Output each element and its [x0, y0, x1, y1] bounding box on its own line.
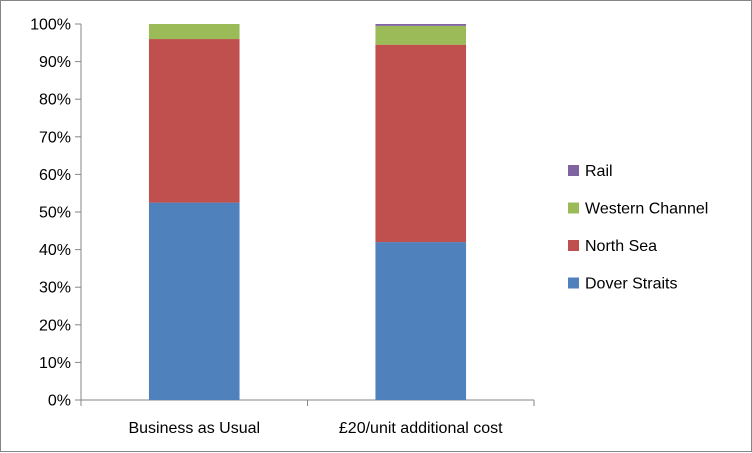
bar-segment-north-sea-0: [148, 39, 240, 203]
x-axis: Business as Usual £20/unit additional cos…: [80, 399, 535, 437]
y-tick-label: 60%: [39, 167, 71, 184]
legend-swatch: [568, 277, 579, 289]
legend-label: North Sea: [585, 238, 657, 255]
x-tick-label: £20/unit additional cost: [339, 420, 503, 437]
bar-segment-western-channel-0: [148, 24, 240, 40]
y-tick-label: 20%: [39, 317, 71, 334]
y-tick-label: 80%: [39, 92, 71, 109]
y-tick-label: 30%: [39, 280, 71, 297]
legend-label: Western Channel: [585, 201, 708, 218]
y-tick-label: 100%: [30, 17, 71, 34]
y-tick-label: 90%: [39, 54, 71, 71]
legend-swatch: [568, 165, 579, 176]
bar-segment-dover-straits-0: [148, 202, 240, 400]
y-axis: 0% 10% 20% 30% 40% 50% 60% 70% 80% 90% 100%: [30, 17, 82, 410]
legend-swatch: [568, 240, 579, 251]
y-tick-label: 10%: [39, 355, 71, 372]
bar-segment-rail-1: [375, 24, 467, 26]
bar-segment-western-channel-1: [375, 25, 467, 45]
y-tick-label: 0%: [48, 393, 71, 410]
bars: [148, 24, 467, 400]
legend: Rail Western Channel North Sea Dover Strait…: [568, 163, 708, 293]
legend-label: Dover Straits: [585, 276, 677, 293]
bar-segment-north-sea-1: [375, 44, 467, 243]
legend-label: Rail: [585, 163, 613, 180]
legend-swatch: [568, 202, 579, 214]
y-tick-label: 70%: [39, 129, 71, 146]
x-tick-label: Business as Usual: [128, 420, 260, 437]
y-tick-label: 50%: [39, 205, 71, 222]
y-tick-label: 40%: [39, 242, 71, 259]
bar-segment-dover-straits-1: [375, 242, 467, 400]
